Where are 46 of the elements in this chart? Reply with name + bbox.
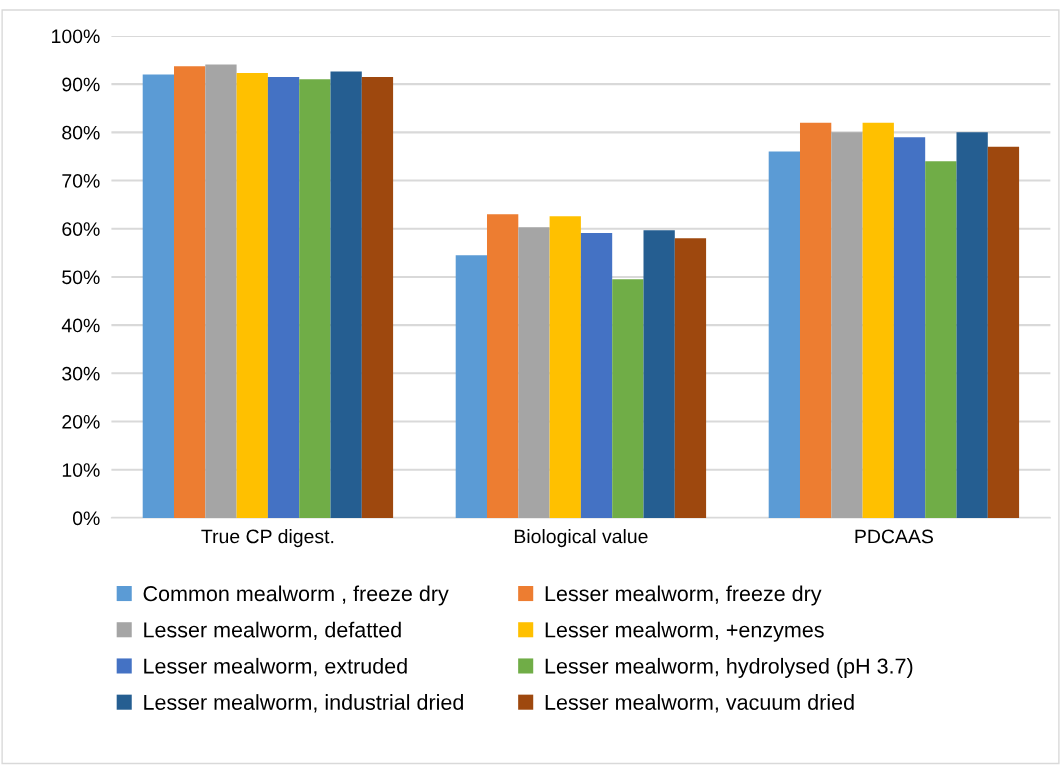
bar [518, 227, 550, 518]
y-tick-label: 60% [62, 222, 100, 236]
bar [361, 76, 394, 518]
bar [299, 79, 331, 518]
x-tick-label: True CP digest. [201, 529, 334, 548]
bar [330, 71, 362, 518]
bar [612, 279, 644, 518]
y-tick-label: 10% [62, 463, 100, 477]
bar [487, 214, 519, 518]
bar [549, 216, 581, 518]
bar [455, 255, 487, 518]
legend-label: Lesser mealworm, defatted [144, 621, 401, 641]
y-tick-label: 50% [62, 270, 100, 285]
y-tick-label: 0% [72, 511, 100, 526]
bar [267, 76, 300, 518]
y-tick-label: 40% [61, 318, 100, 333]
y-tick-label: 70% [62, 174, 100, 188]
legend-label: Common mealworm , freeze dry [143, 585, 449, 606]
legend-label: Lesser mealworm, vacuum dried [545, 694, 854, 713]
y-tick-label: 80% [62, 125, 100, 140]
bar [142, 74, 174, 518]
bar [862, 122, 894, 518]
y-tick-label: 30% [62, 366, 100, 381]
bar [925, 161, 957, 518]
x-tick-label: PDCAAS [855, 529, 933, 544]
y-tick-label: 90% [62, 77, 100, 92]
legend-label: Lesser mealworm, +enzymes [545, 621, 824, 642]
legend-label: Lesser mealworm, extruded [144, 657, 407, 677]
bar [956, 132, 988, 518]
bar [674, 238, 707, 518]
bar [768, 151, 800, 518]
bar [643, 230, 675, 518]
bar [987, 146, 1020, 518]
bar [831, 132, 863, 518]
x-tick-label: Biological value [514, 529, 648, 548]
bar [236, 73, 268, 518]
bar [174, 66, 206, 518]
bar [205, 64, 237, 518]
legend-label: Lesser mealworm, freeze dry [545, 585, 822, 606]
bar [580, 233, 613, 518]
legend-label: Lesser mealworm, hydrolysed (pH 3.7) [545, 657, 913, 678]
y-tick-label: 20% [62, 414, 100, 429]
legend-label: Lesser mealworm, industrial dried [144, 694, 463, 713]
bar [893, 137, 926, 518]
bar [799, 122, 832, 518]
y-tick-label: 100% [52, 29, 100, 44]
